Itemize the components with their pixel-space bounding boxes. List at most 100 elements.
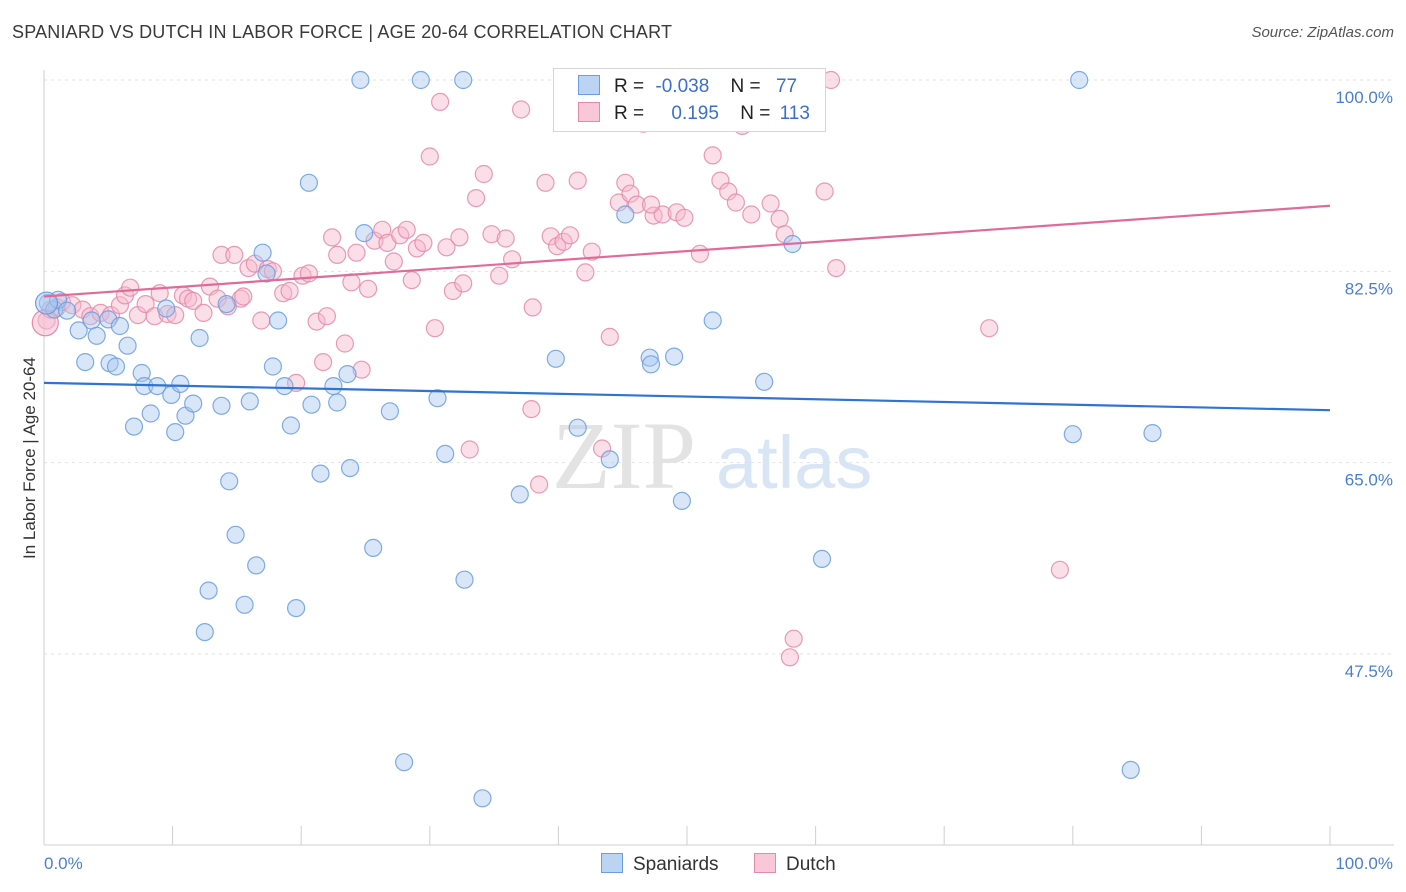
spaniards-cluster-point [34,291,59,315]
correlation-legend: R = -0.038 N = 77 R = 0.195 N = 113 [553,68,826,132]
spaniards-point-32 [240,392,259,411]
dutch-point-46 [359,279,378,298]
y-tick-label-1: 82.5% [1345,279,1393,298]
dutch-point-4 [63,296,82,315]
dutch-point-27 [231,289,250,308]
bottom-spaniards-swatch [601,853,623,873]
bottom-dutch-swatch [754,853,776,873]
x-tick-label-0: 0.0% [44,854,83,873]
dutch-point-92 [690,244,710,263]
spaniards-point-18 [157,299,176,318]
spaniards-point-10 [106,357,126,376]
spaniards-point-44 [324,377,343,396]
spaniards-r-value: -0.038 [655,76,710,97]
dutch-point-40 [323,228,342,247]
spaniards-point-51 [380,402,399,421]
dutch-point-52 [397,220,416,239]
watermark-atlas: atlas [716,421,872,504]
spaniards-point-65 [641,355,661,374]
watermark: ZIP atlas [552,402,872,509]
series-dutch-points [31,70,1070,667]
spaniards-point-74 [1070,70,1089,90]
spaniards-point-8 [99,310,118,329]
dutch-point-63 [460,440,479,459]
spaniards-point-21 [171,374,190,393]
bottom-dutch-label: Dutch [786,854,836,875]
spaniards-point-31 [235,595,254,614]
dutch-point-77 [560,226,580,245]
spaniards-point-47 [341,459,360,478]
dutch-point-23 [208,289,227,308]
y-tick-label-0: 100.0% [1335,88,1393,107]
dutch-point-64 [467,189,486,208]
dutch-point-59 [437,238,456,257]
dutch-point-80 [582,242,601,261]
dutch-point-45 [352,360,371,379]
dutch-point-57 [425,319,444,338]
axes [43,70,1394,846]
dutch-point-107 [1050,560,1070,579]
spaniards-point-12 [118,336,137,355]
dutch-point-96 [726,193,746,212]
spaniards-point-20 [166,423,185,442]
dutch-point-44 [347,243,366,262]
spaniards-point-46 [338,365,357,384]
dutch-point-73 [536,173,555,192]
dutch-point-102 [784,629,803,648]
gridlines [44,79,1394,655]
dutch-point-82 [600,327,619,346]
chart-title: SPANIARD VS DUTCH IN LABOR FORCE | AGE 2… [12,22,673,42]
y-tick-label-3: 47.5% [1345,662,1393,681]
dutch-point-108 [775,225,794,244]
spaniards-point-57 [455,570,474,589]
dutch-point-111 [317,307,336,326]
spaniards-point-39 [281,416,300,435]
spaniards-point-38 [275,377,294,396]
dutch-point-38 [307,312,326,331]
spaniards-point-66 [664,347,684,366]
spaniards-point-5 [76,353,95,372]
y-axis-label: In Labor Force | Age 20-64 [20,357,39,559]
spaniards-point-28 [217,295,236,314]
legend-row-dutch: R = 0.195 N = 113 [578,102,810,128]
dutch-point-55 [414,233,433,252]
dutch-point-106 [980,319,999,338]
spaniards-point-64 [640,348,659,367]
dutch-point-39 [314,353,333,372]
dutch-point-71 [522,400,541,419]
spaniards-point-3 [57,301,77,320]
watermark-zip: ZIP [552,402,696,509]
spaniards-swatch [578,75,600,95]
spaniards-point-49 [355,224,374,243]
spaniards-point-70 [755,372,774,391]
dutch-point-72 [529,475,549,494]
spaniards-point-13 [124,417,144,436]
spaniards-point-76 [1143,424,1162,443]
y-tick-label-2: 65.0% [1345,471,1393,490]
dutch-point-67 [490,266,509,285]
dutch-point-42 [335,334,354,353]
dutch-point-105 [827,259,846,278]
dutch-point-21 [194,303,213,322]
dutch-point-26 [225,245,244,264]
dutch-point-17 [166,306,185,325]
dutch-point-99 [761,194,780,213]
dutch-swatch [578,102,600,122]
dutch-point-41 [328,245,347,264]
dutch-point-101 [780,648,800,667]
dutch-point-20 [184,291,203,310]
spaniards-point-72 [812,549,832,569]
dutch-point-91 [675,208,694,227]
dutch-r-value: 0.195 [671,103,719,124]
spaniards-point-58 [473,789,492,808]
spaniards-point-43 [311,464,330,483]
spaniards-point-52 [395,753,414,772]
spaniards-point-34 [253,243,272,262]
dutch-point-60 [443,281,462,301]
x-tick-label-1: 100.0% [1335,854,1393,873]
spaniards-point-56 [454,70,473,90]
spaniards-point-33 [247,556,266,575]
dutch-point-84 [616,173,635,192]
spaniards-point-60 [546,349,565,368]
dutch-point-78 [568,171,587,190]
